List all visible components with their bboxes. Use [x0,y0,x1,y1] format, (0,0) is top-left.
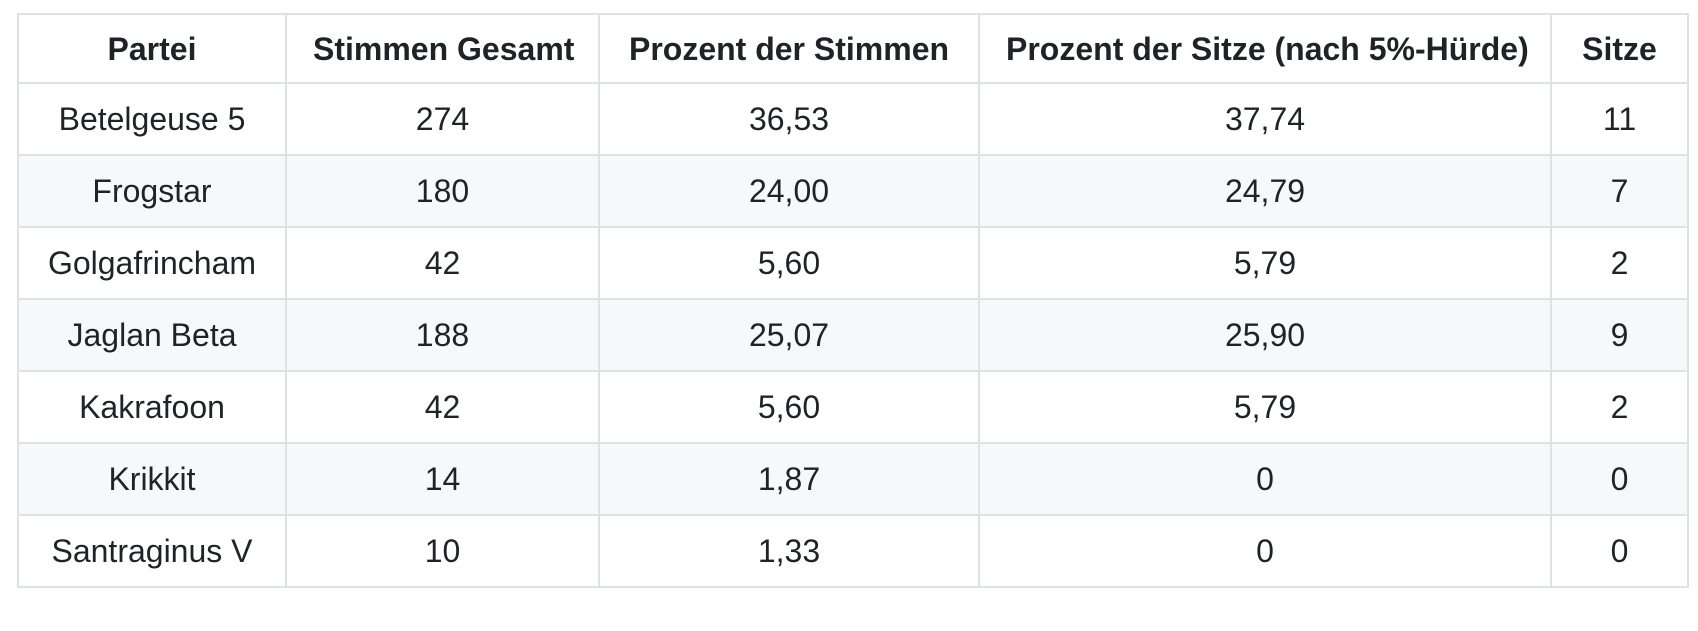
table-cell: 2 [1550,226,1689,300]
table-row: Krikkit 14 1,87 0 0 [17,442,1689,516]
table-row: Frogstar 180 24,00 24,79 7 [17,154,1689,228]
header-row: Partei Stimmen Gesamt Prozent der Stimme… [17,13,1689,84]
table-row: Santraginus V 10 1,33 0 0 [17,514,1689,588]
column-header-prozent-der-sitze: Prozent der Sitze (nach 5%-Hürde) [978,13,1552,84]
table-cell: 11 [1550,82,1689,156]
table-cell: 5,79 [978,370,1552,444]
table-row: Golgafrincham 42 5,60 5,79 2 [17,226,1689,300]
table-cell: 0 [1550,514,1689,588]
table-cell: 9 [1550,298,1689,372]
table-cell: 14 [285,442,600,516]
column-header-prozent-der-stimmen: Prozent der Stimmen [598,13,980,84]
table-cell: 25,90 [978,298,1552,372]
table-cell: 1,33 [598,514,980,588]
table-cell: 274 [285,82,600,156]
table-cell: 0 [978,442,1552,516]
table-cell: 2 [1550,370,1689,444]
cell-partei: Jaglan Beta [17,298,287,372]
cell-partei: Krikkit [17,442,287,516]
table-cell: 5,60 [598,226,980,300]
table-cell: 1,87 [598,442,980,516]
table-body: Betelgeuse 5 274 36,53 37,74 11 Frogstar 180 24… [17,82,1689,588]
column-header-sitze: Sitze [1550,13,1689,84]
table-cell: 0 [978,514,1552,588]
table-cell: 24,00 [598,154,980,228]
table-cell: 5,60 [598,370,980,444]
cell-partei: Betelgeuse 5 [17,82,287,156]
table-cell: 5,79 [978,226,1552,300]
table-row: Betelgeuse 5 274 36,53 37,74 11 [17,82,1689,156]
cell-partei: Santraginus V [17,514,287,588]
table-cell: 25,07 [598,298,980,372]
table-cell: 36,53 [598,82,980,156]
election-results-table: Partei Stimmen Gesamt Prozent der Stimme… [17,13,1689,588]
table-cell: 180 [285,154,600,228]
table-row: Jaglan Beta 188 25,07 25,90 9 [17,298,1689,372]
cell-partei: Golgafrincham [17,226,287,300]
cell-partei: Kakrafoon [17,370,287,444]
table-cell: 188 [285,298,600,372]
table-cell: 24,79 [978,154,1552,228]
table-cell: 0 [1550,442,1689,516]
table-cell: 10 [285,514,600,588]
table-header: Partei Stimmen Gesamt Prozent der Stimme… [17,13,1689,84]
column-header-stimmen-gesamt: Stimmen Gesamt [285,13,600,84]
column-header-partei: Partei [17,13,287,84]
table-cell: 37,74 [978,82,1552,156]
cell-partei: Frogstar [17,154,287,228]
table-cell: 42 [285,370,600,444]
table-cell: 42 [285,226,600,300]
table-row: Kakrafoon 42 5,60 5,79 2 [17,370,1689,444]
table-cell: 7 [1550,154,1689,228]
